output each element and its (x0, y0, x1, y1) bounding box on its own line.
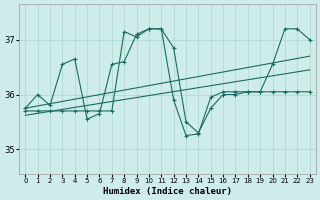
X-axis label: Humidex (Indice chaleur): Humidex (Indice chaleur) (103, 187, 232, 196)
